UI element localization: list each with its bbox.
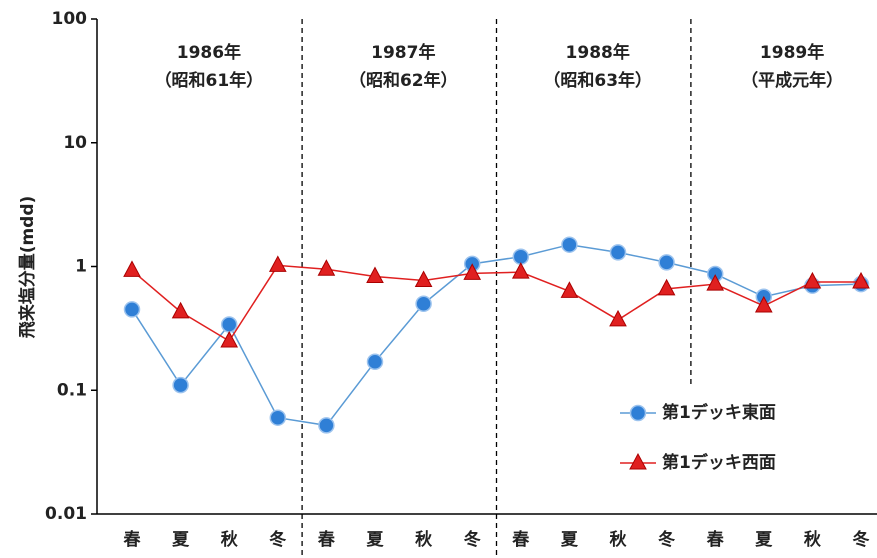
marker [415,295,432,313]
legend-label: 第1デッキ東面 [662,402,776,423]
period-era: （昭和61年） [155,70,264,91]
marker [172,376,189,394]
x-tick-label: 夏 [755,530,773,550]
marker [269,409,287,426]
legend-label: 第1デッキ西面 [662,452,776,473]
marker [658,254,675,271]
marker [317,259,336,276]
x-tick-label: 夏 [367,530,385,550]
marker [609,244,627,261]
period-year: 1989年 [760,42,824,63]
x-tick-label: 冬 [269,529,286,550]
y-axis-label: 飛来塩分量(mdd) [17,196,38,340]
marker [657,278,676,296]
x-tick-label: 夏 [172,530,190,550]
marker [512,248,530,265]
y-tick-label: 100 [52,9,88,29]
marker [220,316,238,333]
x-tick-label: 秋 [804,529,822,550]
marker [366,266,384,284]
marker [171,301,190,319]
y-tick-label: 0.1 [57,380,87,400]
marker [561,236,578,253]
y-tick-label: 0.01 [45,504,87,524]
marker [803,271,822,289]
marker [366,353,384,370]
marker [754,295,773,313]
x-tick-label: 冬 [464,529,481,550]
x-tick-label: 秋 [415,529,433,550]
period-year: 1988年 [566,42,630,63]
marker [852,271,870,289]
y-tick-label: 10 [63,133,87,153]
marker [511,262,530,279]
x-tick-label: 春 [318,529,335,550]
x-tick-label: 春 [124,529,141,550]
marker [463,263,482,280]
marker [629,404,647,422]
x-tick-label: 秋 [221,529,239,550]
x-tick-label: 春 [707,529,724,550]
x-tick-label: 夏 [561,530,579,550]
x-tick-label: 冬 [853,529,870,550]
marker [414,270,433,288]
series-line [131,243,862,427]
y-tick-label: 1 [75,257,87,277]
marker [220,330,239,348]
series-line [131,264,861,343]
period-era: （昭和62年） [349,70,458,91]
marker [268,255,287,272]
marker [706,274,725,291]
marker [609,309,627,327]
x-tick-label: 春 [512,529,529,550]
marker [123,260,141,277]
marker [629,452,647,470]
period-era: （平成元年） [741,70,843,91]
marker [123,301,141,318]
x-tick-label: 秋 [610,529,628,550]
marker [318,417,335,434]
marker [560,281,579,298]
period-era: （昭和63年） [543,70,652,91]
period-year: 1987年 [371,42,435,63]
x-tick-label: 冬 [658,529,675,550]
period-year: 1986年 [177,42,241,63]
